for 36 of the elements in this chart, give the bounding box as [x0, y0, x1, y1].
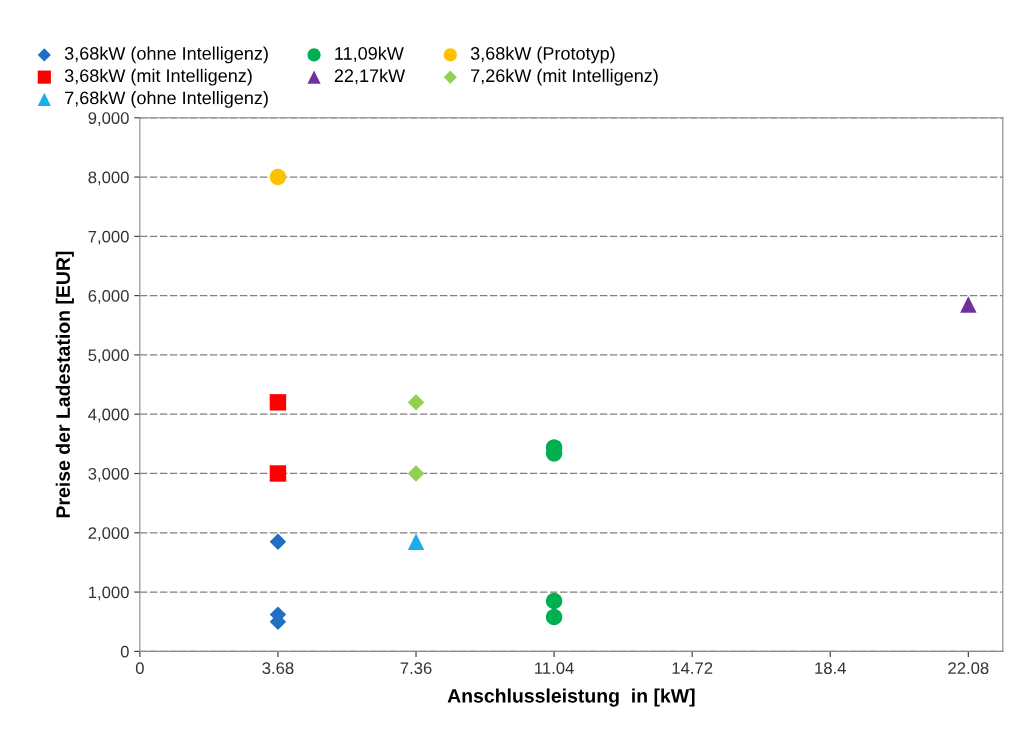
point: [269, 394, 287, 411]
x-tick-label: 14.72: [672, 662, 713, 674]
y-tick-label: 7,000: [88, 230, 129, 245]
y-tick-label: 0: [120, 645, 129, 658]
y-tick-label: 1,000: [89, 586, 129, 601]
legend-label: 7,68kW (ohne Intelligenz): [65, 91, 268, 108]
legend-label: 3,68kW (Prototyp): [470, 46, 615, 64]
point: [407, 465, 425, 482]
legend-label: 11,09kW: [335, 46, 404, 62]
y-tick-label: 3,000: [88, 467, 129, 482]
y-tick-label: 2,000: [88, 527, 129, 541]
point: [407, 394, 425, 411]
point: [407, 533, 425, 550]
x-tick-label: 0: [135, 662, 144, 675]
y-tick-label: 5,000: [88, 349, 129, 364]
x-tick-label: 11.04: [535, 662, 574, 675]
legend-label: 3,68kW (mit Intelligenz): [64, 68, 252, 86]
legend-label: 3,68kW (ohne Intelligenz): [64, 46, 268, 64]
point: [269, 168, 287, 186]
y-tick-label: 6,000: [88, 290, 129, 304]
legend-label: 22,17kW: [334, 68, 406, 85]
y-axis-title: Preise der Ladestation [EUR]: [55, 251, 74, 518]
point: [545, 608, 563, 626]
x-tick-label: 18.4: [815, 662, 846, 675]
x-tick-label: 7.36: [400, 662, 432, 675]
point: [960, 296, 977, 313]
point: [545, 592, 563, 610]
y-tick-label: 8,000: [88, 171, 129, 186]
legend-label: 7,26kW (mit Intelligenz): [471, 68, 658, 86]
point: [269, 533, 287, 550]
x-tick-label: 22.08: [948, 662, 989, 675]
y-tick-label: 9,000: [88, 112, 129, 126]
point: [269, 465, 287, 482]
y-tick-label: 4,000: [88, 408, 129, 423]
x-axis-title: Anschlussleistung in [kW]: [447, 688, 695, 707]
x-tick-label: 3.68: [262, 662, 294, 675]
